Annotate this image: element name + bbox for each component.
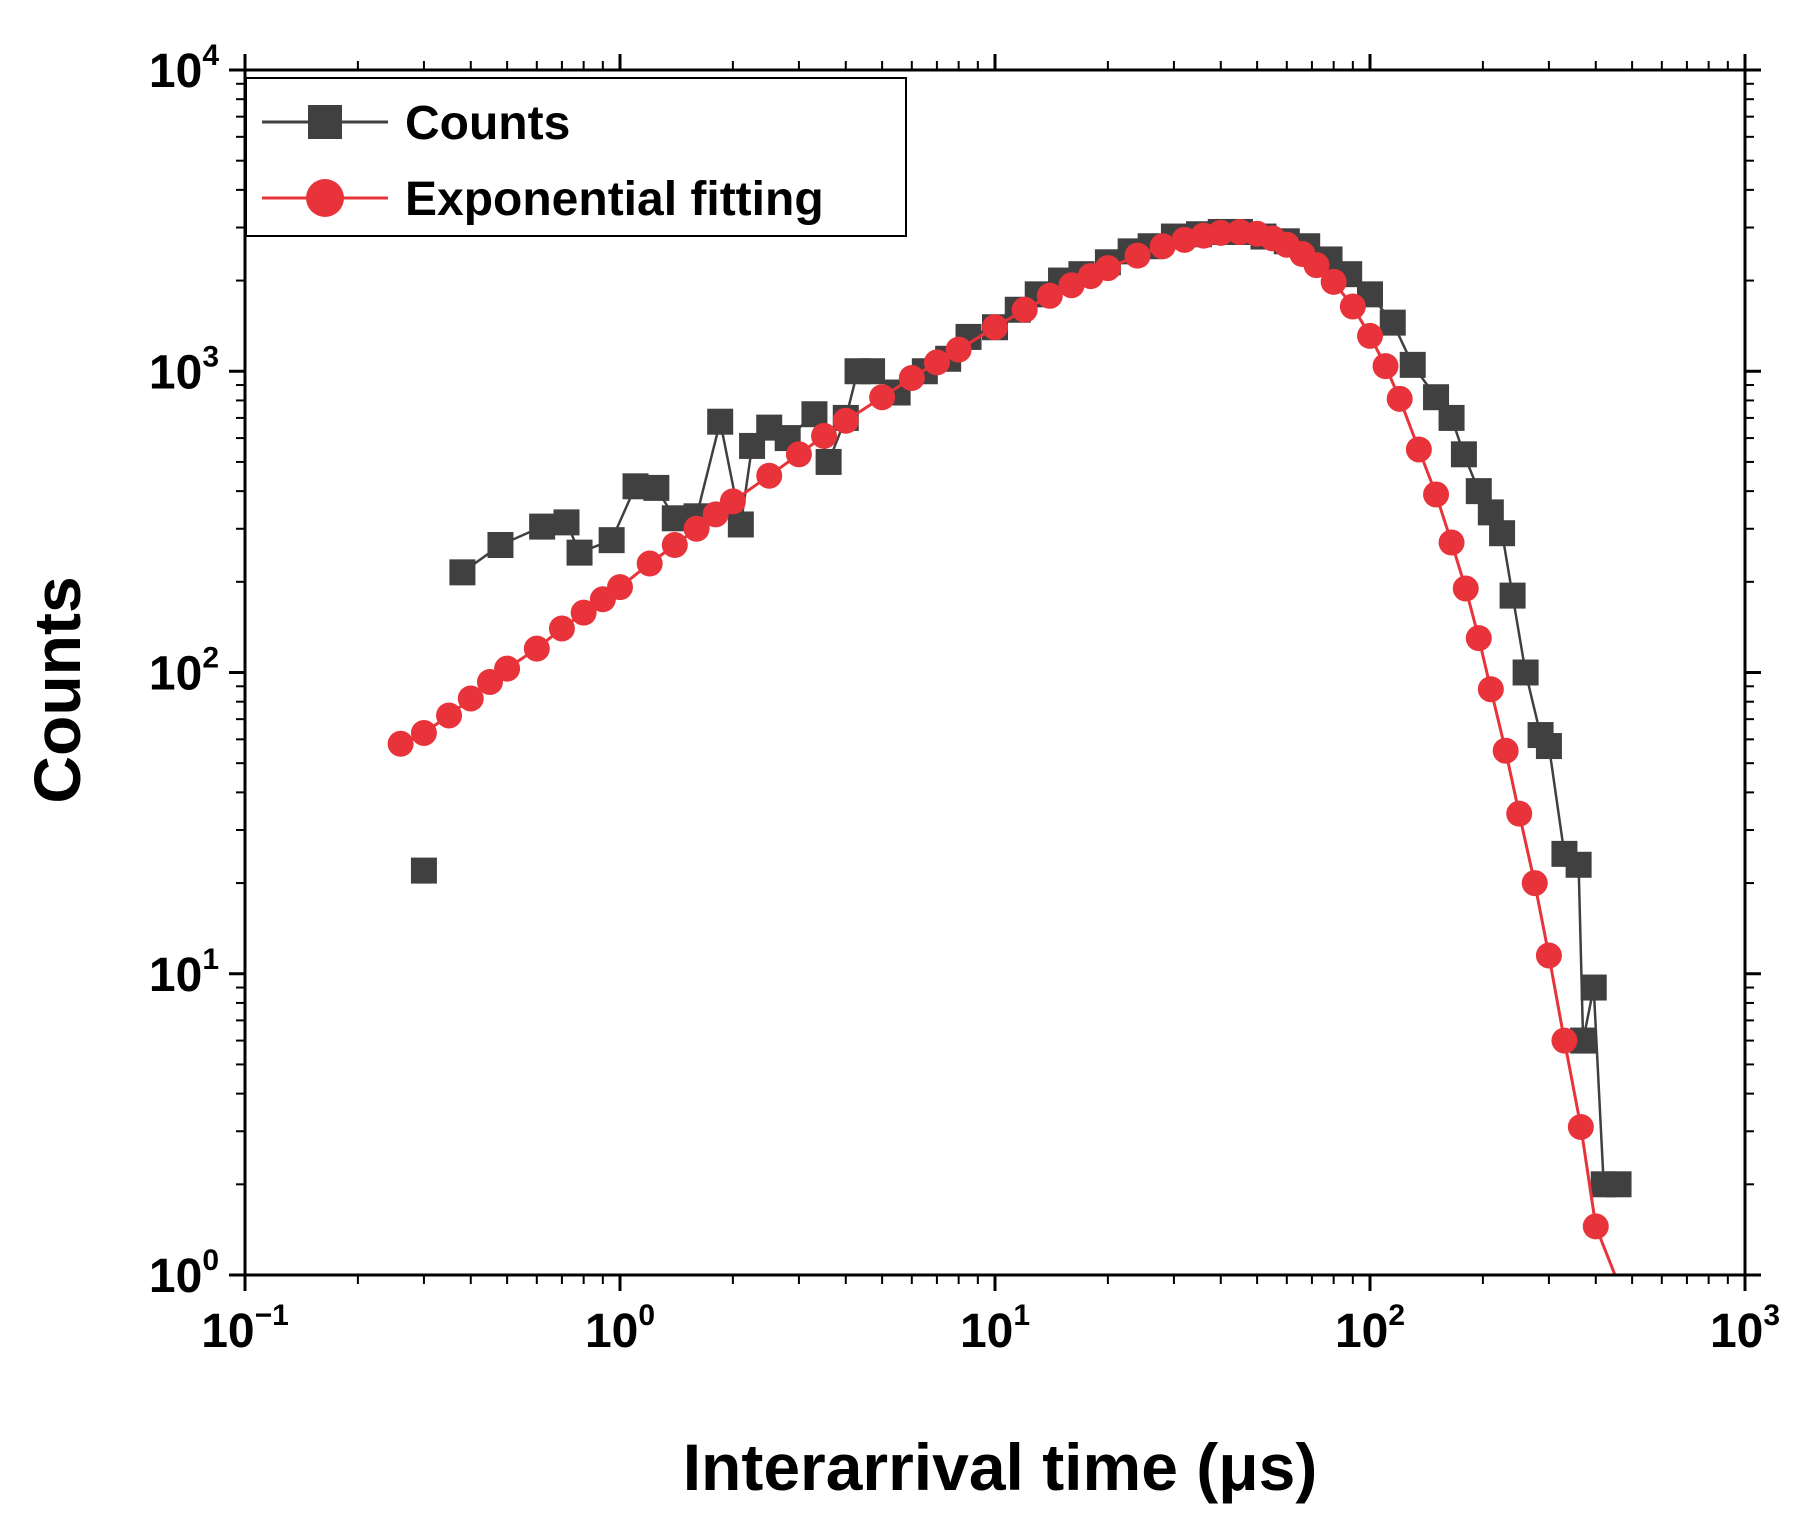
fit-point [982, 314, 1008, 341]
y-tick-label: 102 [149, 642, 219, 701]
fit-point [1339, 293, 1366, 320]
fit-point [1303, 252, 1330, 279]
legend-fit-marker [306, 179, 344, 217]
fit-point [683, 515, 710, 542]
counts-point [707, 408, 734, 435]
counts-point [815, 448, 842, 475]
fit-point [1452, 575, 1479, 602]
fit-point [1124, 242, 1151, 269]
fit-point [1567, 1113, 1594, 1140]
fit-point [923, 349, 950, 376]
fit-point [1372, 353, 1399, 380]
y-tick-label: 103 [149, 340, 219, 399]
counts-point [643, 474, 670, 501]
fit-point [1207, 219, 1234, 246]
fit-point [1357, 322, 1383, 349]
fit-point [1535, 942, 1562, 969]
counts-point [566, 539, 593, 566]
fit-point [1405, 436, 1432, 463]
counts-point [1438, 404, 1465, 431]
fit-point [945, 336, 972, 363]
fit-point [636, 550, 663, 577]
y-axis-title: Counts [20, 576, 94, 803]
counts-point [410, 857, 437, 884]
fit-point [494, 655, 521, 682]
legend: Counts Exponential fitting [245, 77, 907, 237]
fit-point [1551, 1027, 1578, 1054]
fit-point [1438, 529, 1465, 556]
x-tick-label: 100 [585, 1299, 655, 1358]
fit-point [570, 599, 597, 626]
counts-point [529, 513, 556, 540]
counts-point [801, 401, 828, 428]
x-axis-title: Interarrival time (μs) [683, 1430, 1318, 1504]
counts-point [1512, 659, 1539, 686]
fit-point [898, 364, 925, 391]
counts-point [1535, 733, 1562, 760]
legend-fit-label: Exponential fitting [405, 173, 824, 226]
counts-point [1489, 520, 1516, 547]
counts-point [859, 358, 886, 385]
fit-point [661, 531, 688, 558]
fit-point [1521, 870, 1548, 897]
legend-counts-marker [308, 105, 342, 139]
counts-point [1580, 974, 1607, 1001]
fit-point [457, 685, 484, 712]
counts-point [1399, 351, 1426, 378]
fit-point [1423, 481, 1450, 508]
fit-point [1011, 296, 1038, 323]
legend-counts-label: Counts [405, 97, 570, 150]
counts-point [553, 509, 580, 536]
fit-point [1149, 233, 1176, 260]
counts-point [727, 511, 754, 538]
fit-point [1320, 268, 1347, 295]
counts-point [598, 527, 625, 554]
counts-point [661, 505, 688, 532]
fit-point [607, 574, 633, 601]
fit-point [1582, 1213, 1609, 1240]
counts-point [1565, 851, 1592, 878]
counts-point [487, 531, 514, 558]
fit-point [523, 635, 550, 662]
fit-point [869, 384, 896, 411]
axis-ticks [229, 54, 1761, 1291]
fit-point [1506, 800, 1533, 827]
counts-point [449, 559, 476, 586]
x-tick-label: 102 [1335, 1299, 1405, 1358]
fit-point [410, 719, 437, 746]
fit-point [1492, 737, 1519, 764]
counts-point [1450, 441, 1477, 468]
fit-point [785, 441, 812, 468]
fit-point [756, 462, 783, 489]
fit-point [548, 615, 575, 642]
fit-point [1036, 282, 1063, 309]
y-tick-label: 100 [149, 1244, 219, 1303]
fit-point [1386, 385, 1413, 412]
y-tick-label: 104 [149, 39, 219, 98]
fit-point [387, 730, 414, 757]
x-tick-label: 101 [960, 1299, 1030, 1358]
legend-box [245, 77, 907, 237]
fit-point [811, 422, 838, 449]
fit-point [436, 702, 463, 729]
counts-point [1379, 309, 1406, 336]
x-tick-label: 103 [1710, 1299, 1780, 1358]
y-tick-label: 101 [149, 943, 219, 1002]
fit-point [719, 488, 746, 515]
series-layer [387, 218, 1632, 1275]
counts-point [1499, 582, 1526, 609]
fit-point [1465, 625, 1492, 652]
fit-point [1477, 676, 1504, 703]
fit-point [1094, 255, 1121, 282]
counts-point [1605, 1171, 1632, 1198]
x-tick-label: 10−1 [201, 1299, 289, 1358]
fit-point [832, 407, 859, 434]
